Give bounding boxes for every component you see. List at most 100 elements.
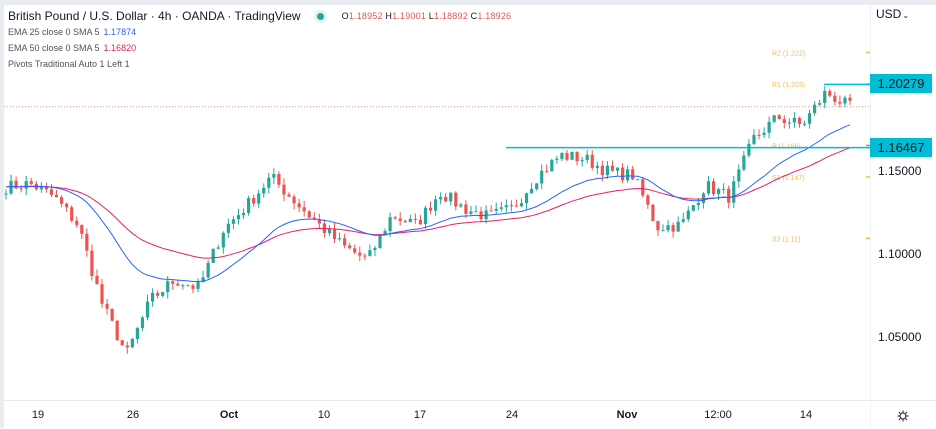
indicator-ema50[interactable]: EMA 50 close 0 SMA 5 1.16820 (8, 43, 137, 53)
candle (615, 167, 620, 171)
candle (75, 220, 79, 225)
candle (24, 181, 28, 189)
indicator-pivots[interactable]: Pivots Traditional Auto 1 Left 1 (8, 59, 130, 69)
candle (813, 104, 817, 114)
candle (524, 193, 529, 204)
price-label: 1.10000 (878, 247, 922, 261)
candle (252, 198, 256, 204)
candle (216, 247, 220, 249)
candle (191, 285, 195, 289)
candle (14, 180, 18, 189)
candle (600, 165, 604, 176)
candle (691, 205, 695, 211)
candle (29, 181, 33, 184)
pivot-label: S1 (1.147) (772, 175, 805, 182)
candle (747, 143, 751, 156)
candle (757, 134, 761, 136)
candle (651, 204, 655, 221)
candle (696, 202, 700, 206)
symbol-title[interactable]: British Pound / U.S. Dollar · 4h · OANDA… (8, 9, 301, 23)
time-label: Oct (219, 409, 239, 421)
candle (343, 238, 347, 246)
candle (474, 211, 478, 213)
candle (277, 174, 281, 185)
candle (716, 189, 721, 195)
candle (823, 90, 827, 104)
candle (353, 248, 357, 253)
price-chart[interactable]: R2 (1.222)R1 (1.203)P (1.166)S1 (1.147)S… (4, 5, 870, 400)
chart-legend: British Pound / U.S. Dollar · 4h · OANDA… (8, 8, 511, 72)
candle (818, 103, 822, 105)
candle (439, 196, 443, 200)
candle (302, 207, 306, 212)
candle (408, 218, 412, 223)
candle (550, 160, 554, 172)
candle (110, 308, 114, 321)
candle (236, 215, 241, 220)
candle (176, 283, 180, 286)
candle (636, 179, 640, 181)
currency-selector[interactable]: USD⌄ (876, 7, 910, 21)
candle (570, 151, 574, 160)
candle (221, 232, 225, 248)
candle (135, 328, 140, 339)
candle (686, 210, 690, 220)
candle (656, 220, 660, 231)
candle (120, 340, 124, 346)
candle (631, 169, 635, 180)
candle (44, 186, 49, 190)
candle (161, 292, 165, 296)
price-tag-resistance[interactable]: 1.20279 (870, 74, 932, 93)
candle (383, 231, 387, 235)
candle (262, 187, 266, 194)
candle (413, 218, 417, 220)
candle (469, 211, 473, 214)
candle (499, 207, 503, 209)
candle (772, 115, 776, 122)
candle (59, 197, 64, 204)
candle (489, 210, 493, 212)
candle (530, 189, 534, 194)
candle (545, 170, 549, 172)
time-label: 19 (31, 409, 45, 421)
candle (171, 281, 175, 284)
candle (782, 119, 786, 124)
candle (646, 195, 650, 205)
candle (327, 228, 332, 234)
candle (433, 199, 438, 211)
scale-corner (870, 400, 936, 429)
candle (90, 250, 94, 276)
candle (575, 151, 579, 162)
gear-icon[interactable] (897, 410, 909, 422)
time-scale[interactable] (4, 400, 870, 429)
candle (403, 220, 407, 223)
candle (838, 101, 842, 104)
candle (418, 219, 423, 225)
candle (676, 221, 680, 232)
candle (711, 181, 716, 195)
candle (115, 320, 119, 341)
market-status-dot-icon (316, 12, 324, 20)
candle (4, 193, 8, 195)
candle (196, 282, 200, 289)
candle (201, 277, 205, 283)
candle (610, 165, 615, 171)
candle (70, 207, 74, 221)
pivot-label: R2 (1.222) (772, 50, 805, 57)
candle (681, 219, 685, 222)
price-scale[interactable] (870, 5, 936, 400)
symbol-title-row: British Pound / U.S. Dollar · 4h · OANDA… (8, 8, 511, 24)
candle (186, 285, 190, 287)
candle (494, 208, 498, 211)
price-tag-support[interactable]: 1.16467 (870, 138, 932, 157)
candle (337, 238, 342, 240)
ohlc-values: O1.18952 H1.19001 L1.18892 C1.18926 (341, 11, 512, 21)
candle (125, 345, 129, 348)
indicator-ema25[interactable]: EMA 25 close 0 SMA 5 1.17874 (8, 27, 137, 37)
candle (19, 188, 23, 190)
candle (661, 230, 665, 232)
candle (211, 248, 215, 263)
candle (150, 292, 155, 302)
ema50-line (5, 147, 851, 259)
candle (560, 153, 564, 159)
